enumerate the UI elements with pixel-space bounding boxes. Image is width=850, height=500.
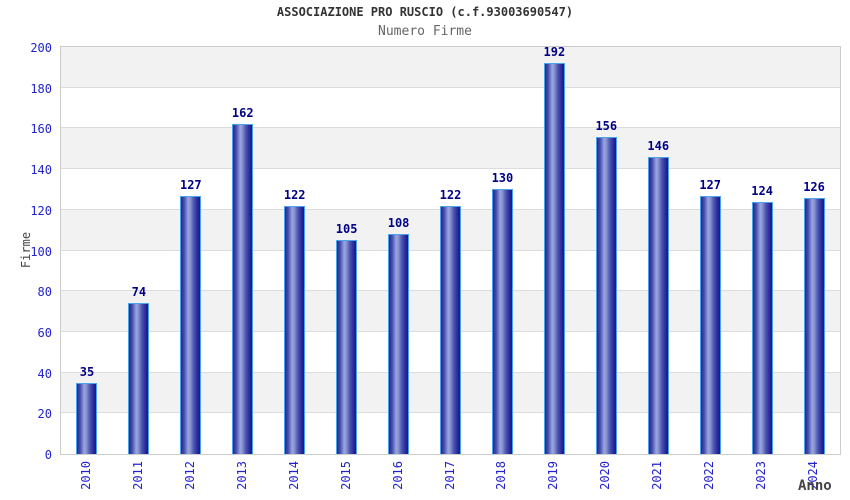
bar-2011 (128, 303, 150, 454)
bar-2020 (595, 136, 617, 454)
x-tick-label: 2015 (338, 461, 353, 490)
bar-2013 (232, 124, 254, 454)
y-tick-label: 40 (37, 366, 52, 381)
bar-value-label: 127 (179, 177, 202, 192)
x-tick-label: 2013 (234, 461, 249, 490)
bar-value-label: 192 (543, 45, 566, 60)
x-tick-label: 2010 (78, 461, 93, 490)
bar-2017 (440, 205, 461, 454)
x-tick-label: 2016 (390, 461, 405, 490)
x-axis-ticks: 2010 2011 2012 2013 2014 2015 2016 2017 2018 2019… (60, 457, 841, 499)
bar-value-label: 146 (647, 138, 670, 153)
bar-2014 (284, 205, 306, 454)
grid-band (61, 128, 840, 170)
x-tick-label: 2011 (130, 461, 145, 490)
bar-2022 (699, 195, 721, 454)
bar-value-label: 74 (131, 285, 147, 300)
grid-band (61, 47, 840, 88)
bar-2023 (751, 201, 773, 454)
x-tick-label: 2017 (442, 461, 457, 490)
bar-value-label: 162 (231, 106, 254, 121)
bar-2018 (491, 189, 513, 454)
bar-2010 (76, 382, 98, 454)
y-axis-ticks: 0 20 40 60 80 100 120 140 160 180 200 (0, 42, 52, 461)
bar-2021 (647, 156, 669, 454)
x-tick-label: 2012 (182, 461, 197, 490)
bar-value-label: 122 (439, 187, 462, 202)
bar-value-label: 126 (803, 179, 825, 194)
y-tick-label: 60 (37, 325, 52, 340)
bar-value-label: 105 (335, 222, 358, 237)
x-tick-label: 2014 (286, 461, 301, 490)
bar-value-label: 124 (751, 183, 773, 198)
bar-2019 (543, 63, 565, 454)
bar-value-label: 35 (79, 364, 95, 379)
y-tick-label: 80 (37, 285, 52, 300)
chart-title: ASSOCIAZIONE PRO RUSCIO (c.f.93003690547… (276, 5, 574, 19)
x-axis-title: Anno (798, 478, 832, 494)
y-tick-label: 200 (30, 41, 52, 55)
bar-2012 (180, 195, 202, 454)
y-tick-label: 180 (30, 81, 52, 96)
x-tick-label: 2021 (650, 461, 665, 490)
bar-value-label: 127 (699, 177, 721, 192)
y-tick-label: 160 (30, 122, 52, 137)
x-tick-label: 2023 (754, 461, 769, 490)
x-tick-label: 2018 (494, 461, 509, 490)
x-tick-label: 2020 (598, 461, 613, 490)
bar-value-label: 108 (387, 216, 410, 231)
grid-band (61, 88, 840, 129)
bar-value-label: 156 (595, 118, 618, 133)
y-tick-label: 140 (30, 163, 52, 178)
bar-value-label: 130 (491, 171, 514, 186)
x-tick-label: 2022 (702, 461, 717, 490)
bar-2024 (803, 197, 825, 454)
y-tick-label: 0 (44, 448, 52, 462)
bar-2016 (388, 234, 410, 454)
plot-area: 35 74 127 162 122 105 108 122 130 192 156 146 127 124… (60, 46, 841, 455)
grid-line (61, 168, 840, 170)
bar-value-label: 122 (283, 187, 306, 202)
y-tick-label: 100 (30, 244, 52, 259)
chart-subtitle: Numero Firme (378, 24, 472, 39)
y-tick-label: 20 (37, 407, 52, 422)
bar-2015 (336, 240, 358, 454)
grid-line (61, 127, 840, 129)
grid-line (61, 86, 840, 88)
y-tick-label: 120 (30, 203, 52, 218)
x-tick-label: 2019 (546, 461, 561, 490)
